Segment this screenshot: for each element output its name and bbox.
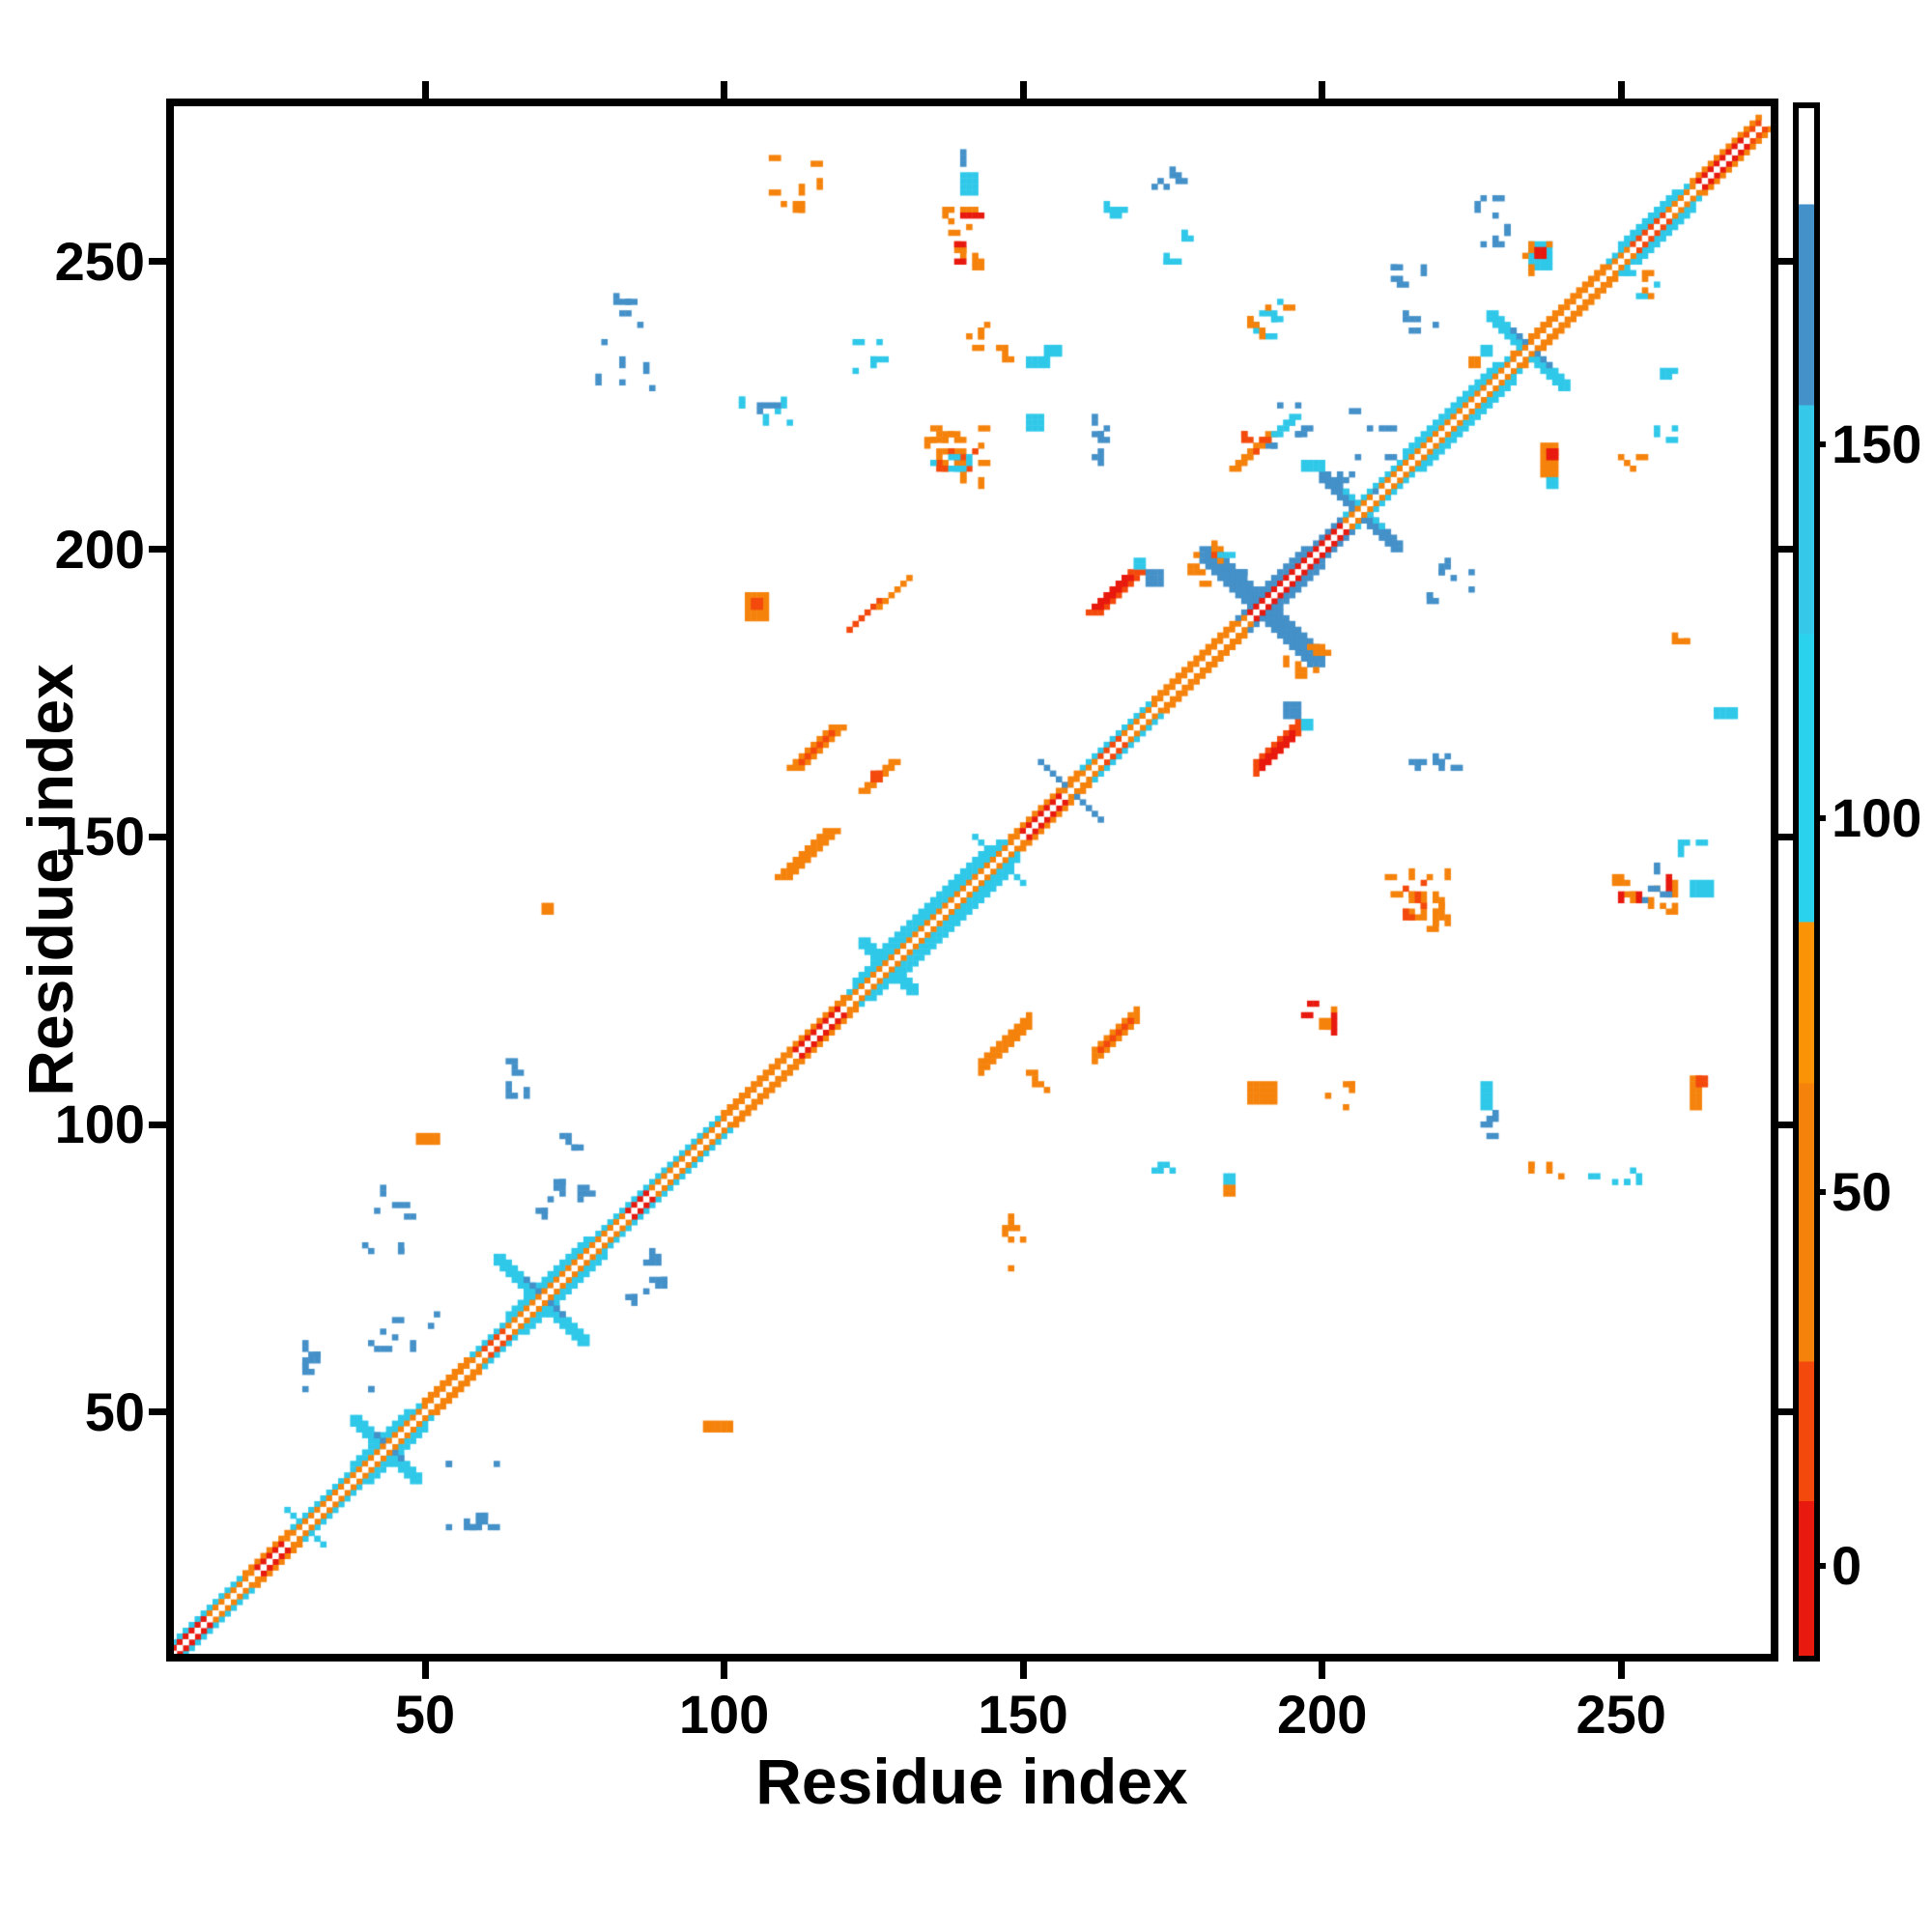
y-tick-left-250 — [149, 258, 166, 266]
x-tick-top-250 — [1617, 81, 1625, 99]
contact-map-canvas — [174, 106, 1771, 1654]
x-tick-top-50 — [421, 81, 429, 99]
y-tick-left-100 — [149, 1121, 166, 1128]
y-tick-label-100: 100 — [54, 1094, 145, 1155]
x-tick-top-200 — [1319, 81, 1326, 99]
y-tick-label-250: 250 — [54, 230, 145, 292]
y-tick-left-200 — [149, 546, 166, 554]
y-tick-right-200 — [1778, 546, 1796, 554]
x-tick-bottom-100 — [721, 1662, 728, 1679]
x-tick-bottom-150 — [1019, 1662, 1027, 1679]
y-tick-right-50 — [1778, 1408, 1796, 1416]
x-tick-bottom-50 — [421, 1662, 429, 1679]
colorbar-tick-0 — [1814, 1563, 1826, 1570]
x-tick-label-50: 50 — [394, 1684, 456, 1745]
y-tick-left-50 — [149, 1408, 166, 1416]
x-tick-label-100: 100 — [678, 1684, 770, 1745]
colorbar-tick-50 — [1814, 1189, 1826, 1196]
x-tick-bottom-250 — [1617, 1662, 1625, 1679]
colorbar-tick-100 — [1814, 815, 1826, 822]
y-tick-label-50: 50 — [84, 1380, 145, 1442]
x-axis-title: Residue index — [755, 1746, 1188, 1817]
y-tick-left-150 — [149, 833, 166, 840]
y-tick-right-250 — [1778, 258, 1796, 266]
x-tick-label-200: 200 — [1276, 1684, 1368, 1745]
x-tick-top-150 — [1019, 81, 1027, 99]
x-tick-label-250: 250 — [1576, 1684, 1666, 1745]
x-tick-bottom-200 — [1319, 1662, 1326, 1679]
colorbar-tick-150 — [1814, 441, 1826, 448]
y-tick-label-200: 200 — [54, 518, 145, 580]
colorbar-label-100: 100 — [1832, 787, 1922, 849]
y-tick-label-150: 150 — [54, 806, 145, 867]
y-tick-right-100 — [1778, 1121, 1796, 1128]
x-tick-top-100 — [721, 81, 728, 99]
y-axis-title: Residue index — [14, 664, 86, 1096]
colorbar-label-0: 0 — [1832, 1535, 1862, 1597]
y-tick-right-150 — [1778, 833, 1796, 840]
x-tick-label-150: 150 — [978, 1684, 1068, 1745]
colorbar-label-150: 150 — [1832, 413, 1922, 475]
colorbar-label-50: 50 — [1832, 1161, 1892, 1223]
colorbar — [1793, 102, 1820, 1662]
